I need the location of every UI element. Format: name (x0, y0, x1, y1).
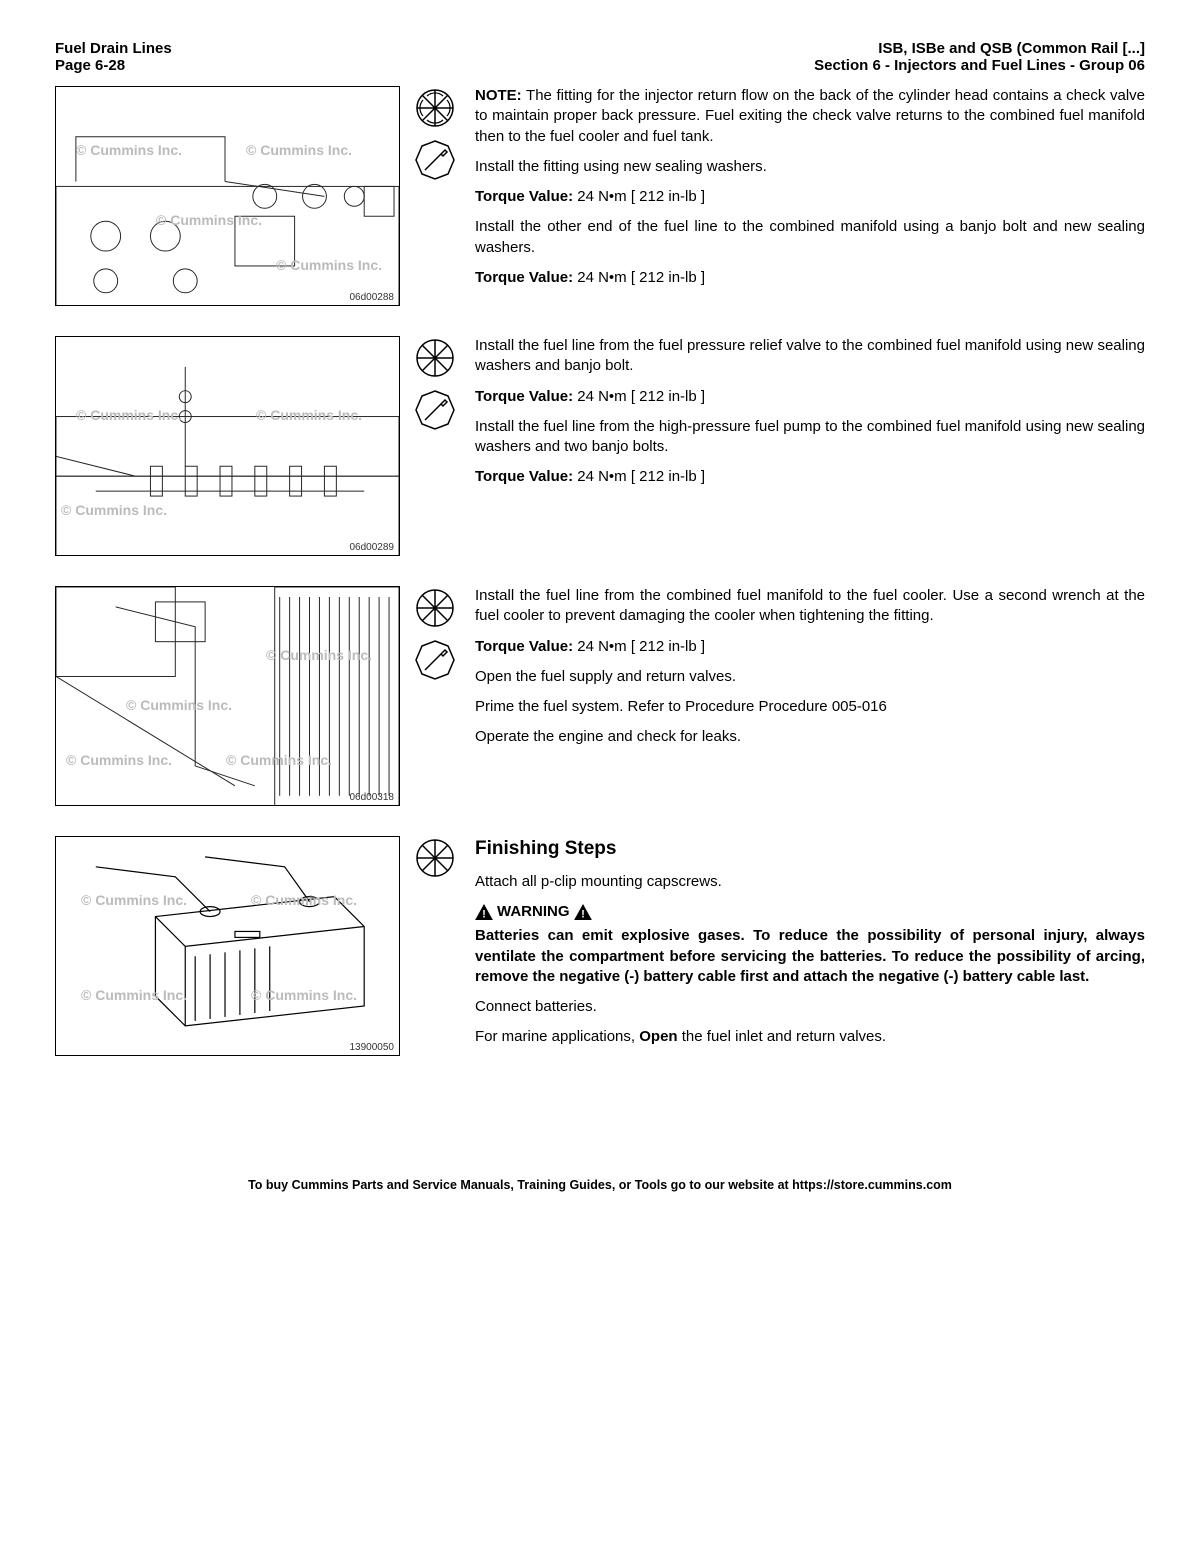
watermark: © Cummins Inc. (156, 212, 262, 228)
figure-id: 06d00318 (350, 792, 395, 803)
instruction: Install the fitting using new sealing wa… (475, 157, 1145, 177)
watermark: © Cummins Inc. (251, 892, 357, 908)
wrench-icon (415, 390, 455, 430)
icon-column (415, 586, 460, 680)
instruction: Install the fuel line from the high-pres… (475, 417, 1145, 458)
instruction: For marine applications, Open the fuel i… (475, 1027, 1145, 1047)
header-right: ISB, ISBe and QSB (Common Rail [...] Sec… (814, 40, 1145, 74)
content-4: Finishing Steps Attach all p-clip mounti… (475, 836, 1145, 1058)
figure-1: © Cummins Inc. © Cummins Inc. © Cummins … (55, 86, 400, 306)
figure-3: © Cummins Inc. © Cummins Inc. © Cummins … (55, 586, 400, 806)
watermark: © Cummins Inc. (251, 987, 357, 1003)
svg-text:!: ! (581, 908, 585, 920)
watermark: © Cummins Inc. (276, 257, 382, 273)
watermark: © Cummins Inc. (256, 407, 362, 423)
assembly-icon (415, 338, 455, 378)
instruction: Install the fuel line from the fuel pres… (475, 336, 1145, 377)
watermark: © Cummins Inc. (126, 697, 232, 713)
content-2: Install the fuel line from the fuel pres… (475, 336, 1145, 498)
warning-label: ! WARNING ! (475, 902, 592, 922)
watermark: © Cummins Inc. (76, 142, 182, 158)
content-1: NOTE: The fitting for the injector retur… (475, 86, 1145, 298)
warning-body: Batteries can emit explosive gases. To r… (475, 926, 1145, 987)
watermark: © Cummins Inc. (66, 752, 172, 768)
section-1: © Cummins Inc. © Cummins Inc. © Cummins … (55, 86, 1145, 306)
page-header: Fuel Drain Lines Page 6-28 ISB, ISBe and… (55, 40, 1145, 74)
watermark: © Cummins Inc. (266, 647, 372, 663)
watermark: © Cummins Inc. (76, 407, 182, 423)
figure-4: © Cummins Inc. © Cummins Inc. © Cummins … (55, 836, 400, 1056)
page-footer: To buy Cummins Parts and Service Manuals… (55, 1178, 1145, 1192)
section-title: Section 6 - Injectors and Fuel Lines - G… (814, 57, 1145, 74)
section-2: © Cummins Inc. © Cummins Inc. © Cummins … (55, 336, 1145, 556)
watermark: © Cummins Inc. (61, 502, 167, 518)
note-paragraph: NOTE: The fitting for the injector retur… (475, 86, 1145, 147)
watermark: © Cummins Inc. (226, 752, 332, 768)
warning-triangle-icon: ! (574, 904, 592, 920)
icon-column (415, 86, 460, 180)
section-4: © Cummins Inc. © Cummins Inc. © Cummins … (55, 836, 1145, 1058)
assembly-icon (415, 838, 455, 878)
instruction: Prime the fuel system. Refer to Procedur… (475, 697, 1145, 717)
figure-id: 06d00288 (350, 292, 395, 303)
figure-2: © Cummins Inc. © Cummins Inc. © Cummins … (55, 336, 400, 556)
wrench-icon (415, 140, 455, 180)
torque-value: Torque Value: 24 N•m [ 212 in-lb ] (475, 637, 1145, 657)
section-3: © Cummins Inc. © Cummins Inc. © Cummins … (55, 586, 1145, 806)
watermark: © Cummins Inc. (81, 987, 187, 1003)
warning-triangle-icon: ! (475, 904, 493, 920)
instruction: Connect batteries. (475, 997, 1145, 1017)
instruction: Attach all p-clip mounting capscrews. (475, 872, 1145, 892)
engine-diagram-icon (56, 337, 399, 556)
warning-box: ! WARNING ! Batteries can emit explosive… (475, 902, 1145, 987)
finishing-heading: Finishing Steps (475, 836, 1145, 862)
watermark: © Cummins Inc. (246, 142, 352, 158)
torque-value: Torque Value: 24 N•m [ 212 in-lb ] (475, 467, 1145, 487)
icon-column (415, 336, 460, 430)
svg-text:!: ! (482, 908, 486, 920)
content-3: Install the fuel line from the combined … (475, 586, 1145, 758)
torque-value: Torque Value: 24 N•m [ 212 in-lb ] (475, 268, 1145, 288)
wrench-icon (415, 640, 455, 680)
watermark: © Cummins Inc. (81, 892, 187, 908)
product-line: ISB, ISBe and QSB (Common Rail [...] (814, 40, 1145, 57)
assembly-icon (415, 588, 455, 628)
doc-title: Fuel Drain Lines (55, 40, 172, 57)
instruction: Install the fuel line from the combined … (475, 586, 1145, 627)
instruction: Open the fuel supply and return valves. (475, 667, 1145, 687)
header-left: Fuel Drain Lines Page 6-28 (55, 40, 172, 74)
assembly-icon (415, 88, 455, 128)
figure-id: 13900050 (350, 1042, 395, 1053)
torque-value: Torque Value: 24 N•m [ 212 in-lb ] (475, 387, 1145, 407)
instruction: Install the other end of the fuel line t… (475, 217, 1145, 258)
torque-value: Torque Value: 24 N•m [ 212 in-lb ] (475, 187, 1145, 207)
icon-column (415, 836, 460, 878)
battery-diagram-icon (56, 837, 399, 1056)
figure-id: 06d00289 (350, 542, 395, 553)
instruction: Operate the engine and check for leaks. (475, 727, 1145, 747)
page-number: Page 6-28 (55, 57, 172, 74)
